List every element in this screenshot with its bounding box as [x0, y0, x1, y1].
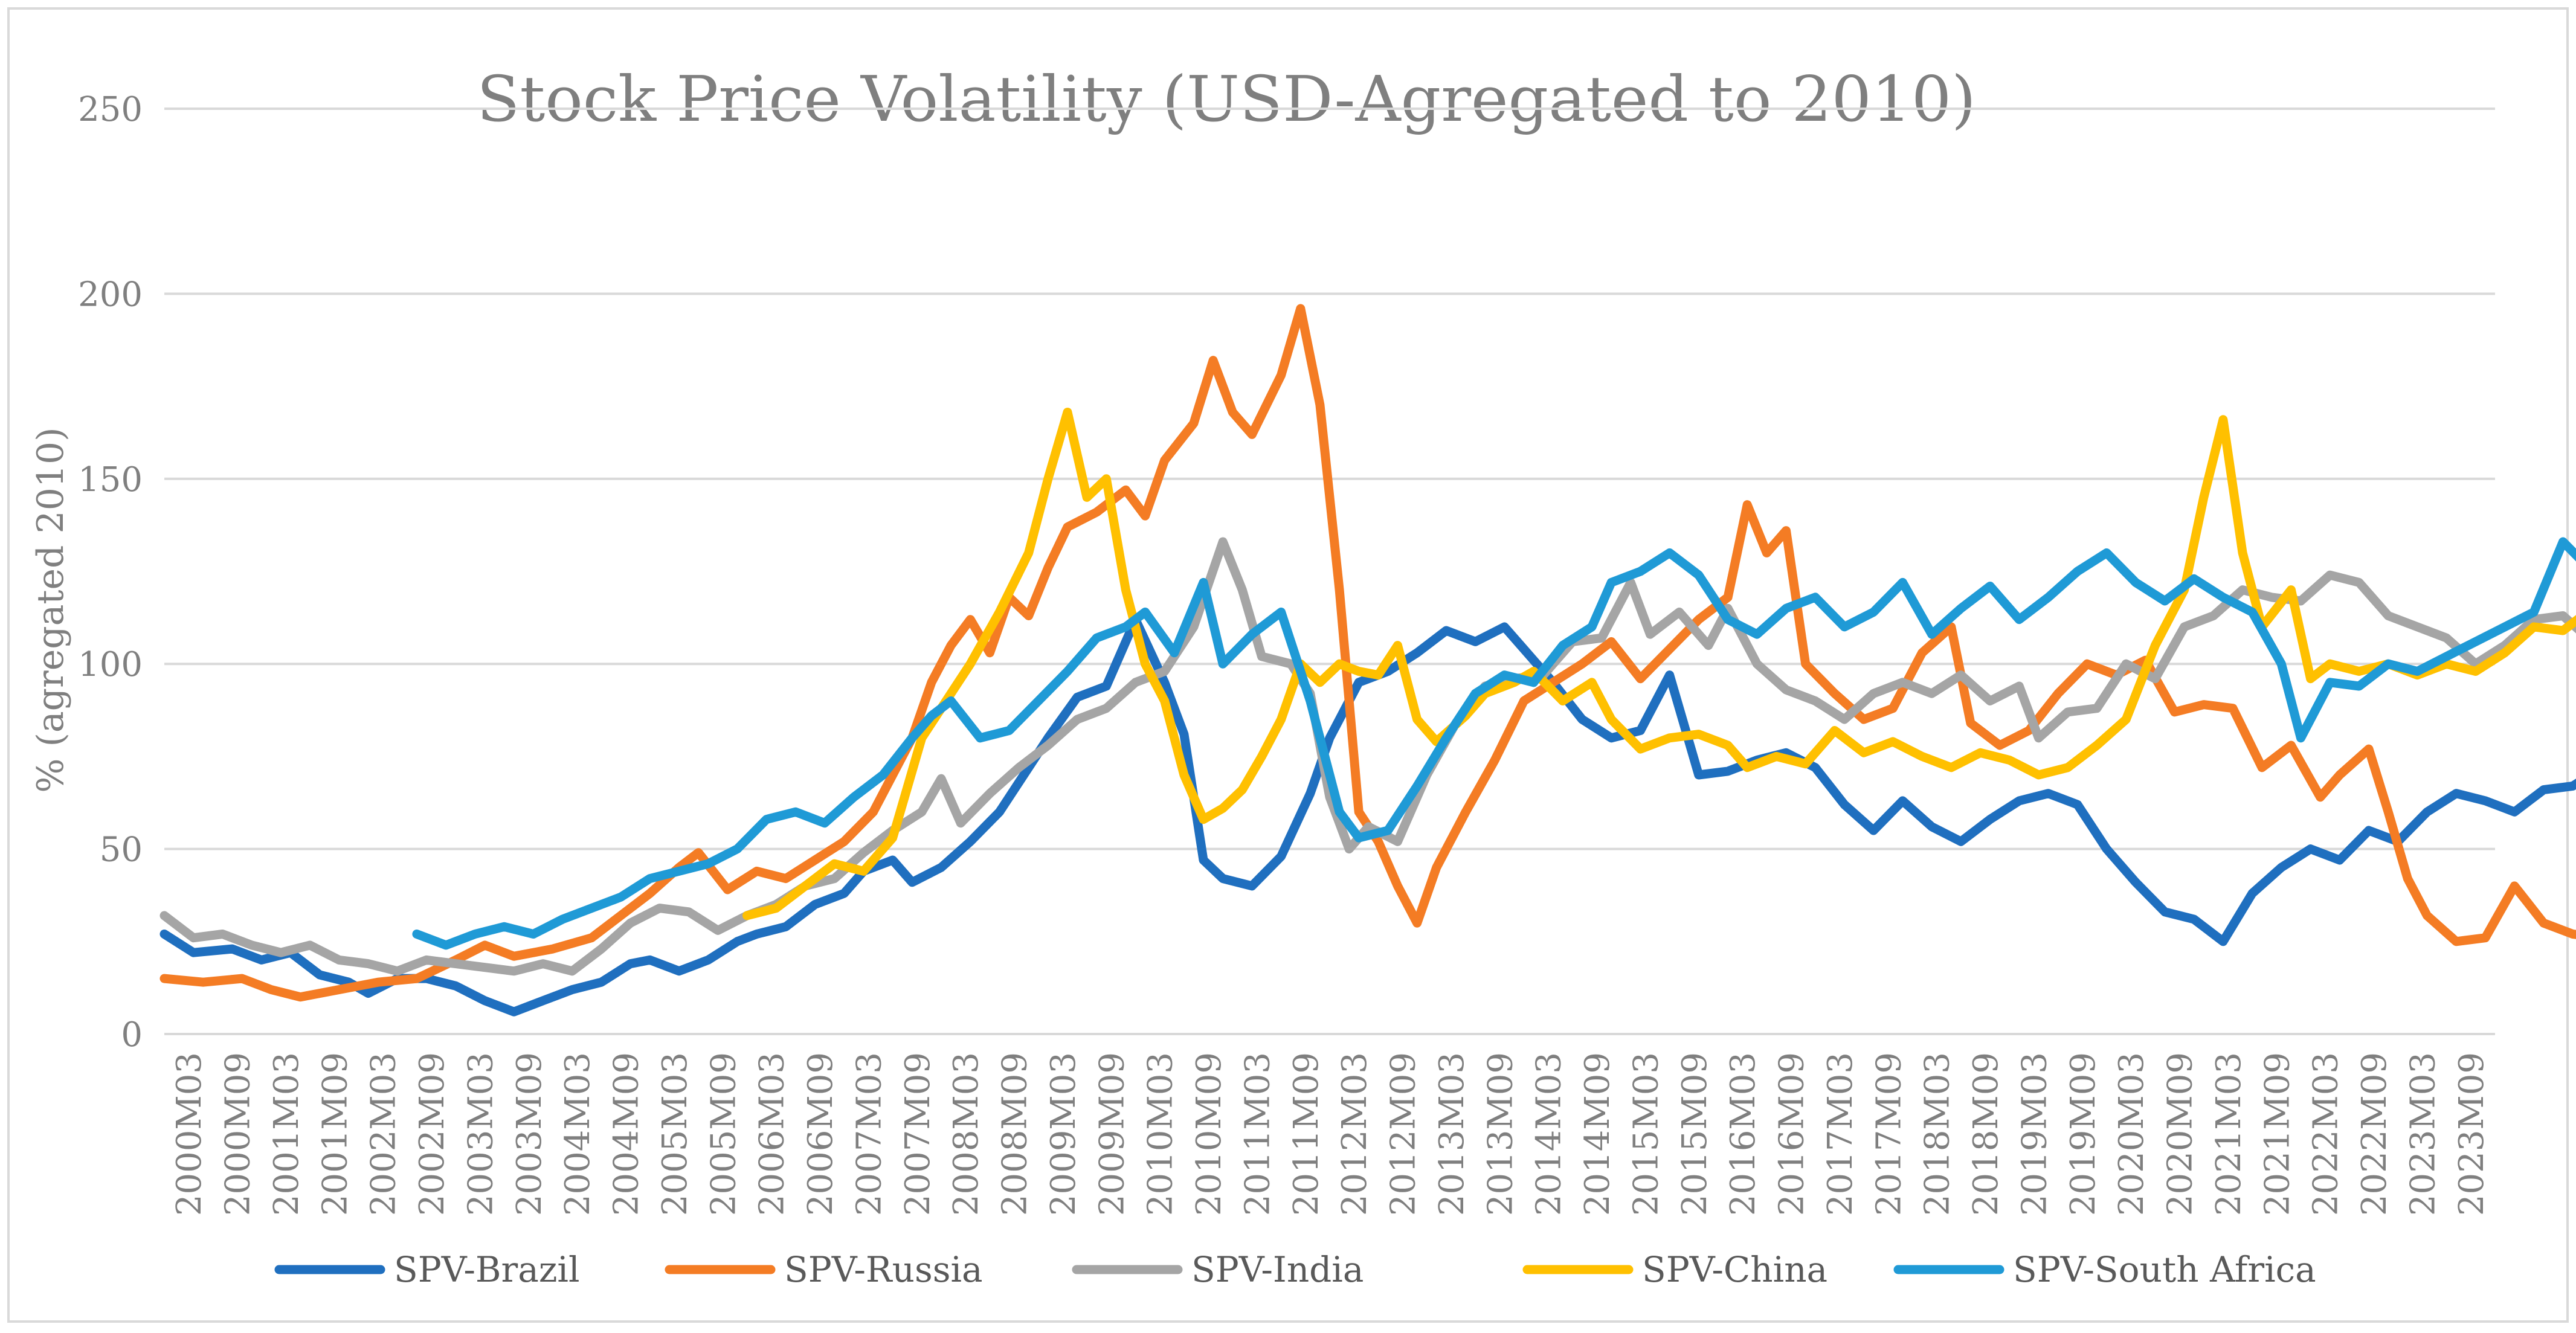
x-tick-label: 2009M09 [1092, 1052, 1132, 1216]
x-tick-label: 2016M09 [1773, 1052, 1812, 1216]
x-tick-label: 2011M09 [1287, 1052, 1326, 1216]
x-tick-label: 2010M09 [1190, 1052, 1229, 1216]
x-tick-label: 2013M09 [1481, 1052, 1520, 1216]
x-tick-label: 2003M09 [510, 1052, 549, 1216]
x-tick-label: 2004M09 [607, 1052, 646, 1216]
x-tick-label: 2013M03 [1432, 1052, 1472, 1216]
legend-label: SPV-Brazil [394, 1249, 580, 1290]
x-tick-label: 2001M03 [267, 1052, 306, 1216]
x-tick-label: 2020M09 [2161, 1052, 2200, 1216]
x-tick-label: 2014M03 [1530, 1052, 1569, 1216]
x-tick-label: 2006M09 [801, 1052, 840, 1216]
legend-label: SPV-India [1191, 1249, 1364, 1290]
x-tick-label: 2022M03 [2307, 1052, 2346, 1216]
x-tick-label: 2019M03 [2015, 1052, 2054, 1216]
y-tick-label: 0 [121, 1015, 143, 1055]
x-tick-label: 2014M09 [1578, 1052, 1617, 1216]
x-tick-label: 2021M03 [2209, 1052, 2249, 1216]
x-tick-label: 2012M03 [1335, 1052, 1374, 1216]
y-tick-label: 250 [78, 90, 143, 129]
x-tick-label: 2008M03 [947, 1052, 986, 1216]
x-tick-label: 2012M09 [1384, 1052, 1423, 1216]
x-tick-label: 2002M03 [364, 1052, 404, 1216]
legend-label: SPV-Russia [784, 1249, 983, 1290]
x-tick-label: 2023M03 [2403, 1052, 2442, 1216]
legend-label: SPV-South Africa [2013, 1249, 2316, 1290]
y-tick-label: 100 [78, 645, 143, 684]
x-tick-label: 2011M03 [1238, 1052, 1277, 1216]
x-tick-label: 2018M09 [1966, 1052, 2006, 1216]
x-tick-label: 2000M09 [219, 1052, 258, 1216]
x-tick-label: 2007M09 [898, 1052, 938, 1216]
x-tick-label: 2007M03 [849, 1052, 889, 1216]
legend-label: SPV-China [1642, 1249, 1827, 1290]
x-tick-label: 2017M09 [1869, 1052, 1908, 1216]
x-tick-label: 2018M03 [1918, 1052, 1957, 1216]
x-tick-label: 2023M09 [2452, 1052, 2491, 1216]
x-tick-label: 2022M09 [2355, 1052, 2394, 1216]
y-tick-label: 200 [78, 275, 143, 314]
x-tick-label: 2002M09 [413, 1052, 452, 1216]
x-tick-label: 2010M03 [1141, 1052, 1180, 1216]
x-tick-label: 2006M03 [753, 1052, 792, 1216]
chart-title: Stock Price Volatility (USD-Agregated to… [477, 62, 1976, 136]
x-tick-label: 2001M09 [315, 1052, 355, 1216]
x-tick-label: 2005M09 [704, 1052, 743, 1216]
y-axis-title: % (agregated 2010) [30, 427, 72, 792]
x-tick-label: 2003M03 [461, 1052, 500, 1216]
x-tick-label: 2019M09 [2064, 1052, 2103, 1216]
x-tick-label: 2009M03 [1044, 1052, 1083, 1216]
x-tick-label: 2020M03 [2112, 1052, 2151, 1216]
x-tick-label: 2008M09 [996, 1052, 1035, 1216]
y-tick-label: 150 [78, 460, 143, 499]
x-tick-label: 2017M03 [1821, 1052, 1860, 1216]
y-tick-label: 50 [100, 830, 143, 870]
x-tick-label: 2000M03 [170, 1052, 209, 1216]
x-tick-label: 2005M03 [655, 1052, 695, 1216]
x-tick-label: 2021M09 [2258, 1052, 2297, 1216]
x-tick-label: 2015M03 [1626, 1052, 1666, 1216]
x-tick-label: 2016M03 [1724, 1052, 1763, 1216]
x-tick-label: 2004M03 [558, 1052, 597, 1216]
x-tick-label: 2015M09 [1675, 1052, 1715, 1216]
